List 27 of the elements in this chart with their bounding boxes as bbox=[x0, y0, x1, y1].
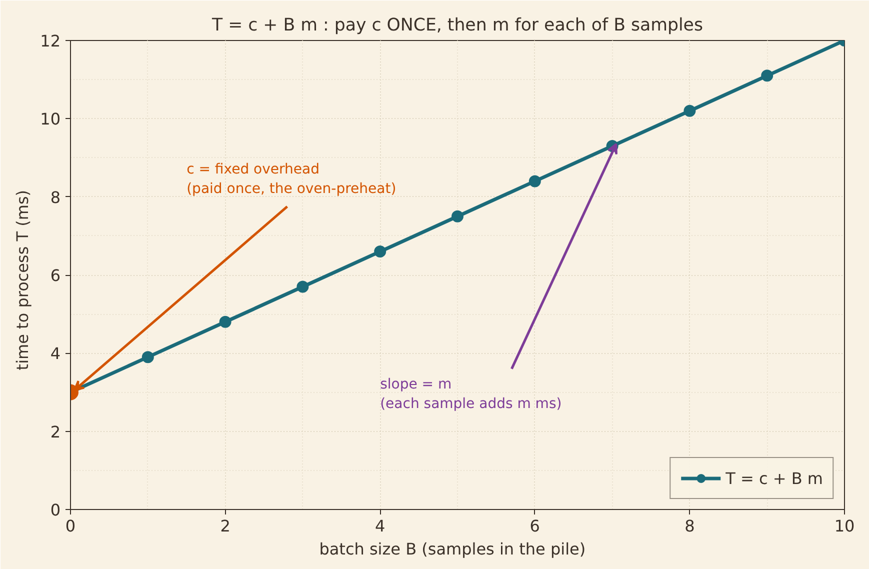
y-tick-label: 8 bbox=[50, 188, 61, 207]
point bbox=[374, 246, 386, 258]
y-tick-label: 12 bbox=[40, 32, 60, 50]
x-tick-label: 8 bbox=[684, 516, 695, 536]
point bbox=[528, 175, 541, 188]
y-tick-label: 0 bbox=[50, 500, 61, 520]
point bbox=[452, 210, 464, 222]
x-tick-label: 10 bbox=[834, 516, 855, 536]
x-axis-title: batch size B (samples in the pile) bbox=[319, 540, 586, 558]
x-tick-label: 6 bbox=[530, 516, 540, 536]
annotation: c = fixed overhead (paid once, the oven-preheat) bbox=[186, 162, 396, 197]
x-tick-label: 2 bbox=[220, 516, 230, 536]
x-tick-label: 0 bbox=[65, 516, 76, 536]
point bbox=[142, 351, 154, 364]
point bbox=[684, 104, 696, 117]
y-tick-label: 4 bbox=[50, 344, 61, 364]
point bbox=[761, 70, 774, 82]
chart-title: T = c + B m : pay c ONCE, then m for each of B samples bbox=[211, 16, 703, 36]
x-tick-label: 4 bbox=[375, 516, 386, 536]
point bbox=[219, 316, 232, 328]
annotation: slope = m (each sample adds m ms) bbox=[380, 376, 562, 412]
point bbox=[296, 280, 309, 293]
y-axis-title: time to process T (ms) bbox=[13, 190, 32, 370]
legend-label: T = c + B m bbox=[726, 468, 823, 488]
y-tick-label: 2 bbox=[50, 422, 61, 442]
y-tick-label: 10 bbox=[40, 110, 60, 129]
y-tick-label: 6 bbox=[50, 266, 61, 285]
